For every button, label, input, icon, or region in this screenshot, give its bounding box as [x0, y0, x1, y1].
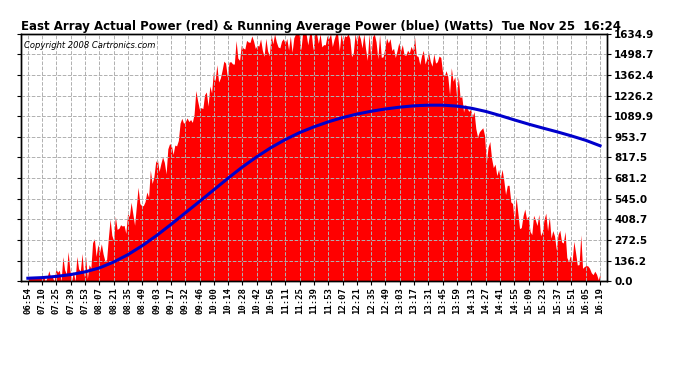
Text: Copyright 2008 Cartronics.com: Copyright 2008 Cartronics.com [23, 41, 155, 50]
Text: East Array Actual Power (red) & Running Average Power (blue) (Watts)  Tue Nov 25: East Array Actual Power (red) & Running … [21, 20, 621, 33]
